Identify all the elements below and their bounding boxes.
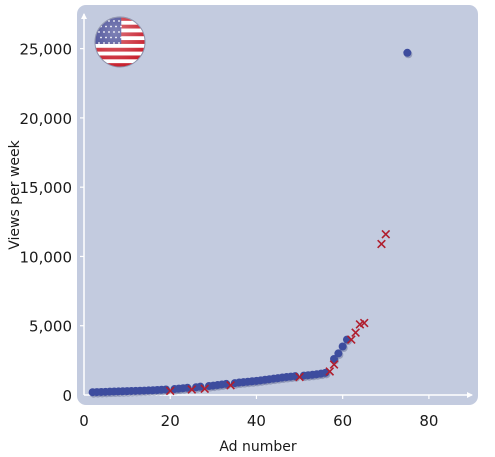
data-point-cross bbox=[381, 229, 391, 239]
data-point-cross bbox=[346, 335, 356, 344]
data-point-dot bbox=[338, 342, 347, 351]
x-tick-label: 40 bbox=[247, 412, 266, 430]
data-point-cross bbox=[187, 385, 197, 394]
data-point-cross bbox=[359, 318, 369, 328]
y-tick-label: 5,000 bbox=[29, 318, 72, 336]
data-point-dot bbox=[330, 354, 339, 363]
plot-panel bbox=[77, 5, 478, 405]
y-tick-label: 0 bbox=[62, 387, 72, 405]
y-axis-title: Views per week bbox=[7, 139, 23, 249]
data-point-cross bbox=[226, 380, 235, 390]
data-point-dot bbox=[342, 335, 351, 344]
data-point-cross bbox=[200, 384, 210, 394]
data-point-dot bbox=[403, 48, 412, 57]
y-tick-label: 15,000 bbox=[20, 179, 73, 197]
us-flag-icon bbox=[94, 16, 146, 68]
data-point-cross bbox=[295, 372, 304, 382]
x-axis-title: Ad number bbox=[219, 439, 297, 455]
data-point-dot bbox=[334, 349, 343, 358]
data-point-cross bbox=[165, 386, 175, 396]
data-point-cross bbox=[351, 328, 360, 338]
data-point-cross bbox=[325, 367, 335, 376]
y-tick-label: 25,000 bbox=[20, 41, 73, 59]
x-tick-label: 80 bbox=[419, 412, 438, 430]
x-tick-label: 60 bbox=[333, 412, 352, 430]
y-tick-label: 10,000 bbox=[20, 248, 73, 266]
x-tick-label: 0 bbox=[79, 412, 89, 430]
data-points bbox=[88, 48, 413, 398]
chart-axes bbox=[81, 13, 473, 398]
x-tick-label: 20 bbox=[161, 412, 180, 430]
x-axis-arrow bbox=[467, 392, 473, 398]
data-point-cross bbox=[377, 239, 386, 249]
data-point-cross bbox=[329, 360, 339, 369]
data-point-dot bbox=[183, 383, 192, 392]
y-tick-label: 20,000 bbox=[20, 110, 73, 128]
data-point-dot bbox=[196, 382, 205, 391]
axis-tick-labels: 0 20 40 60 80 0 5,000 10,000 15,000 20,000 25,000 bbox=[20, 41, 439, 430]
y-axis-arrow bbox=[81, 13, 87, 19]
